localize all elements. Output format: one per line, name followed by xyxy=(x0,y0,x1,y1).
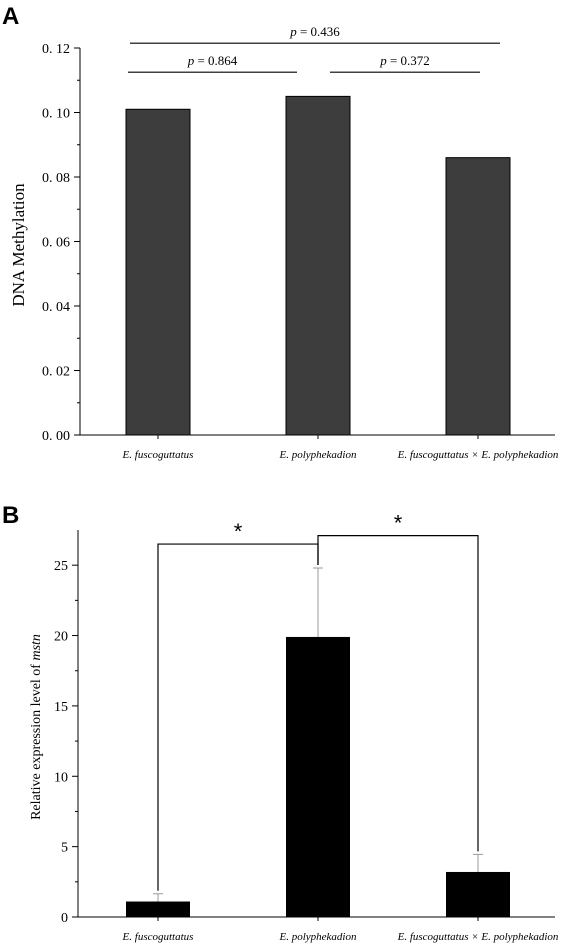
panel-a-chart: A DNA Methylation 0. 00 0. 02 0. 04 0. 06 0.… xyxy=(2,3,559,461)
panel-a-y-tick-label: 0. 06 xyxy=(42,236,70,251)
panel-b-category-label: E. polyphekadion xyxy=(279,931,357,943)
panel-b-y-tick-label: 15 xyxy=(54,700,68,715)
panel-a-bar xyxy=(125,108,191,436)
p-value-number: = 0.436 xyxy=(297,24,341,39)
panel-b-chart: B Relative expression level of mstn 0 5 10… xyxy=(2,502,559,943)
panel-a-y-tick-label: 0. 04 xyxy=(42,300,70,315)
panel-a-bar xyxy=(285,95,351,436)
panel-a-p-value: p = 0.864 xyxy=(187,53,238,68)
panel-a-category-label: E. fuscoguttatus xyxy=(122,449,194,461)
panel-a-y-tick-label: 0. 08 xyxy=(42,171,70,186)
panel-a-y-tick-label: 0. 10 xyxy=(42,107,70,122)
panel-b-y-tick-label: 10 xyxy=(54,770,68,785)
panel-a-category-label: E. fuscoguttatus × E. polyphekadion xyxy=(397,449,559,461)
panel-a-letter: A xyxy=(2,3,19,30)
panel-b-bar xyxy=(446,871,510,917)
panel-b-significance-star: * xyxy=(394,511,403,536)
panel-b-y-label-gene: mstn xyxy=(29,634,44,660)
panel-a-y-axis-label: DNA Methylation xyxy=(9,183,28,307)
panel-a-y-tick-label: 0. 02 xyxy=(42,365,70,380)
panel-b-y-tick-label: 20 xyxy=(54,630,68,645)
panel-b-category-label: E. fuscoguttatus × E. polyphekadion xyxy=(397,931,559,943)
panel-b-y-axis-label: Relative expression level of mstn xyxy=(29,634,44,820)
p-symbol: p xyxy=(379,53,387,68)
panel-b-y-tick-label: 0 xyxy=(61,911,68,926)
panel-a-p-value: p = 0.372 xyxy=(379,53,430,68)
panel-b-y-tick-label: 5 xyxy=(61,841,68,856)
panel-b-y-label-main: Relative expression level of xyxy=(29,661,44,820)
panel-b-y-tick-label: 25 xyxy=(54,559,68,574)
panel-b-bar xyxy=(286,636,350,917)
panel-b-significance-star: * xyxy=(234,519,243,544)
panel-b-letter: B xyxy=(2,502,19,529)
p-symbol: p xyxy=(187,53,195,68)
p-value-number: = 0.864 xyxy=(194,53,238,68)
panel-b-significance-bracket xyxy=(317,535,479,852)
panel-a-y-tick-label: 0. 00 xyxy=(42,429,70,444)
panel-a-p-value: p = 0.436 xyxy=(289,24,340,39)
panel-b-category-label: E. fuscoguttatus xyxy=(122,931,194,943)
panel-b-bar xyxy=(126,901,190,917)
panel-a-category-label: E. polyphekadion xyxy=(279,449,357,461)
p-value-number: = 0.372 xyxy=(387,53,430,68)
panel-a-bar xyxy=(445,157,511,436)
panel-a-y-tick-label: 0. 12 xyxy=(42,42,70,57)
p-symbol: p xyxy=(289,24,297,39)
